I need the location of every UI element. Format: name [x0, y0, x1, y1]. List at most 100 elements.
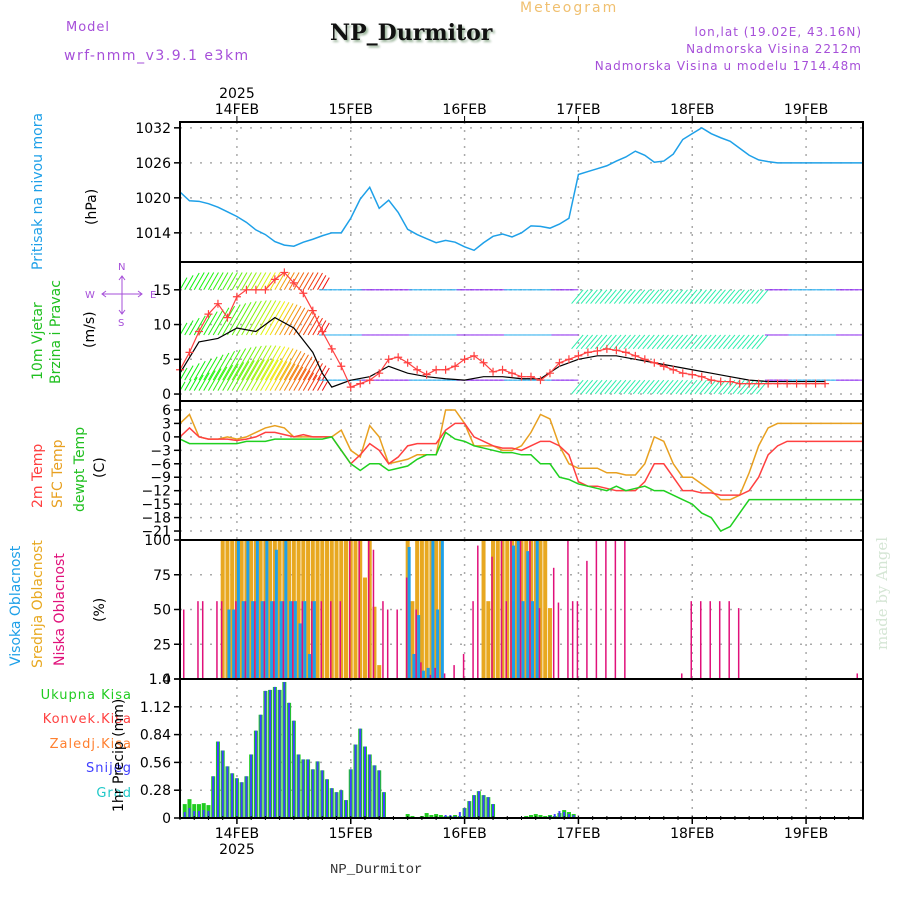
wind-arrow: [756, 289, 769, 304]
wind-arrow: [651, 334, 665, 350]
wind-arrow: [198, 358, 212, 381]
wind-arrow: [208, 309, 224, 336]
wind-arrow: [274, 348, 294, 381]
precip-snow-bar: [278, 689, 281, 818]
wind-arrow: [651, 379, 665, 395]
wind-speed-marker: [811, 379, 820, 388]
wind-speed-marker: [403, 358, 412, 367]
cloud-high-bar: [526, 551, 530, 678]
wind-arrow: [609, 334, 622, 350]
cloud-low-bar: [552, 567, 555, 678]
wind-arrow: [236, 346, 257, 381]
cloud-low-bar: [382, 601, 384, 678]
wind-speed-marker: [517, 372, 526, 381]
y-tick-label: 1014: [135, 226, 171, 242]
compass-arrows-icon: [101, 275, 143, 315]
cloud-low-bar: [396, 609, 398, 678]
wind-arrow: [203, 272, 215, 291]
bottom-x-tick-label: 14FEB: [215, 826, 259, 842]
wind-arrow: [312, 376, 321, 391]
wind-arrow: [718, 334, 731, 350]
wind-speed-marker: [223, 313, 232, 322]
precip-snow-bar: [492, 804, 495, 818]
wind-speed-marker: [716, 377, 725, 386]
wind-speed-marker: [498, 365, 507, 374]
precip-snow-bar: [202, 810, 205, 818]
cloud-mid-bar: [320, 540, 325, 678]
wind-arrow: [685, 289, 698, 304]
wind-arrow: [580, 289, 594, 304]
y-tick-label: 1026: [135, 156, 171, 172]
cloud-high-bar: [407, 546, 411, 678]
top-x-tick-label: 19FEB: [784, 102, 828, 118]
wind-arrow: [236, 301, 257, 336]
wind-speed-marker: [384, 355, 393, 364]
wind-arrow: [203, 311, 218, 336]
wind-speed-marker: [204, 310, 213, 319]
cloud-low-bar: [605, 540, 607, 678]
wind-arrow: [580, 334, 594, 350]
wind-arrow: [279, 349, 298, 381]
wind-speed-marker: [593, 346, 602, 355]
y-tick-label: 15: [153, 283, 171, 299]
top-x-tick-label: 14FEB: [215, 102, 259, 118]
wind-arrow: [727, 289, 741, 304]
wind-arrow: [274, 362, 292, 391]
wind-arrow: [269, 347, 290, 381]
wind-speed-marker: [356, 379, 365, 388]
wind-arrow: [647, 289, 660, 304]
wind-arrow: [642, 334, 655, 350]
wind-arrow: [756, 334, 769, 350]
elevation: Nadmorska Visina 2212m: [686, 42, 862, 56]
wind-arrow: [675, 289, 688, 304]
cloud-low-bar: [301, 601, 304, 678]
cloud-low-bar: [443, 673, 446, 678]
wind-arrow: [317, 275, 327, 291]
wind-arrow: [613, 379, 627, 395]
wind-speed-marker: [640, 355, 649, 364]
bottom-x-tick-label: 19FEB: [784, 826, 828, 842]
precip-snow-bar: [326, 779, 329, 818]
precip-snow-bar: [359, 728, 362, 818]
wind-arrow: [599, 379, 613, 395]
legend-freezing-rain: Zaledj.Kisa: [49, 737, 132, 752]
wind-arrow: [193, 374, 204, 391]
wind-arrow: [632, 379, 646, 395]
wind-arrow: [288, 366, 304, 391]
cloud-low-bar: [349, 540, 351, 678]
cloud-mid-bar: [362, 577, 367, 678]
wind-arrow: [637, 379, 650, 395]
cloud-mid-bar: [325, 540, 330, 678]
wind-speed-marker: [489, 367, 498, 376]
wind-arrow: [737, 289, 750, 304]
precip-snow-bar: [382, 792, 385, 818]
precip-snow-bar: [297, 754, 300, 818]
wind-arrow: [575, 379, 589, 395]
wind-arrow: [699, 289, 712, 304]
wind-arrow: [236, 272, 248, 291]
cloud-low-bar: [339, 601, 342, 678]
cloud-low-bar: [244, 601, 247, 678]
panel-2: 630−3−6−9−12−15−18−21: [141, 401, 863, 540]
wind-arrow: [722, 289, 736, 304]
wind-arrows: [179, 272, 863, 395]
wind-arrow: [680, 334, 693, 350]
wind-arrow: [241, 272, 253, 291]
wind-arrow: [670, 334, 684, 350]
wind-speed-marker: [432, 365, 441, 374]
wind-arrow: [260, 345, 281, 381]
wind-arrow: [675, 379, 688, 395]
cloud-low-bar: [477, 545, 479, 678]
precip-total-bar: [528, 815, 533, 818]
precip-snow-bar: [354, 744, 357, 818]
wind-speed-marker: [508, 369, 517, 378]
wind-arrow: [184, 275, 194, 291]
wind-arrow: [689, 379, 703, 395]
temp2m-line: [179, 422, 863, 496]
cloud-low-bar: [282, 601, 285, 678]
cloud-low-bar: [273, 601, 275, 678]
wind-arrow: [269, 302, 290, 336]
wind-arrow: [245, 345, 267, 381]
precip-snow-bar: [302, 759, 305, 818]
cloud-high-bar: [312, 601, 316, 678]
